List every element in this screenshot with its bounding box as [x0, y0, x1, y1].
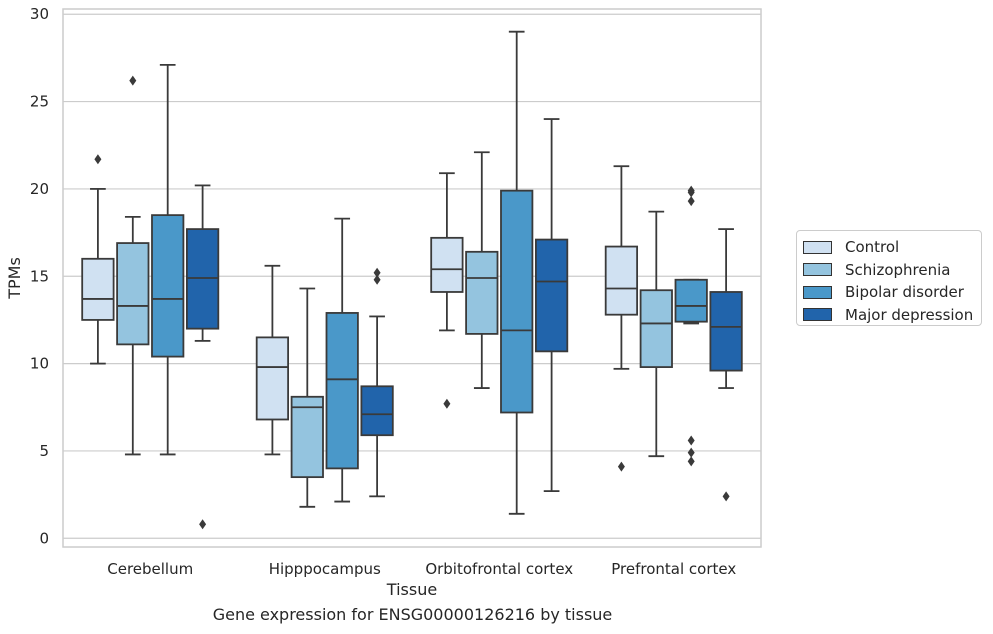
box-bipolar-disorder	[151, 63, 185, 456]
outlier-point	[199, 519, 207, 530]
y-tick-label: 20	[30, 180, 49, 198]
x-tick-label: Prefrontal cortex	[611, 560, 736, 578]
legend-item: Bipolar disorder	[803, 281, 981, 304]
box-major-depression	[709, 228, 743, 502]
outlier-point	[722, 491, 730, 502]
outlier-point	[129, 75, 137, 86]
legend-swatch	[803, 263, 832, 277]
legend-label: Schizophrenia	[845, 260, 951, 279]
box-bipolar-disorder	[325, 217, 359, 503]
box-iqr	[360, 385, 394, 437]
legend-item: Major depression	[803, 304, 981, 327]
tick-labels: 0 5 10 15 20 25 30 Cerebellum Hipppocampus Orbito…	[30, 5, 736, 578]
box-iqr	[325, 312, 359, 470]
box-iqr	[255, 336, 290, 421]
box-major-depression	[360, 267, 394, 498]
outlier-point	[373, 274, 381, 285]
y-tick-label: 15	[30, 267, 49, 285]
y-tick-label: 25	[30, 93, 49, 111]
box-iqr	[116, 242, 150, 346]
legend-swatch	[803, 308, 832, 322]
outlier-point	[687, 447, 695, 458]
x-tick-label: Hipppocampus	[269, 560, 381, 578]
box-major-depression	[185, 184, 220, 530]
box-bipolar-disorder	[500, 30, 534, 515]
outlier-point	[687, 185, 695, 196]
y-tick-label: 5	[39, 442, 49, 460]
boxes-layer	[81, 30, 743, 530]
box-control	[430, 172, 464, 409]
box-bipolar-disorder	[674, 185, 708, 467]
box-major-depression	[534, 118, 569, 493]
box-control	[81, 154, 115, 365]
outlier-point	[94, 154, 102, 165]
box-iqr	[151, 214, 185, 358]
box-iqr	[709, 291, 743, 372]
y-tick-label: 0	[39, 529, 49, 547]
legend-label: Control	[845, 238, 900, 257]
box-control	[255, 264, 290, 456]
y-axis-label: TPMs	[5, 257, 24, 300]
outlier-point	[687, 456, 695, 467]
box-iqr	[81, 257, 115, 321]
box-iqr	[674, 278, 708, 323]
chart-caption: Gene expression for ENSG00000126216 by t…	[212, 605, 613, 624]
outlier-point	[687, 435, 695, 446]
x-tick-label: Orbitofrontal cortex	[425, 560, 573, 578]
legend-label: Bipolar disorder	[845, 283, 964, 302]
box-schizophrenia	[116, 75, 150, 456]
outlier-point	[617, 461, 625, 472]
legend-item: Control	[803, 236, 981, 259]
legend-swatch	[803, 240, 832, 254]
x-tick-label: Cerebellum	[107, 560, 193, 578]
outlier-point	[443, 398, 451, 409]
y-tick-label: 10	[30, 355, 49, 373]
box-iqr	[534, 238, 569, 353]
box-iqr	[639, 289, 673, 368]
box-iqr	[465, 250, 499, 335]
x-axis-label: Tissue	[386, 580, 437, 599]
legend-item: Schizophrenia	[803, 259, 981, 282]
box-iqr	[500, 189, 534, 414]
plot-frame	[62, 8, 762, 548]
legend-label: Major depression	[845, 305, 974, 324]
box-schizophrenia	[639, 210, 673, 458]
box-iqr	[430, 236, 464, 293]
box-control	[604, 165, 639, 472]
outlier-point	[687, 196, 695, 207]
legend: Control Schizophrenia Bipolar disorder Majo…	[796, 230, 982, 326]
y-tick-label: 30	[30, 5, 49, 23]
box-schizophrenia	[465, 151, 499, 389]
legend-swatch	[803, 285, 832, 299]
box-schizophrenia	[290, 287, 324, 508]
outlier-point	[373, 267, 381, 278]
box-iqr	[604, 245, 639, 316]
box-iqr	[290, 395, 324, 479]
